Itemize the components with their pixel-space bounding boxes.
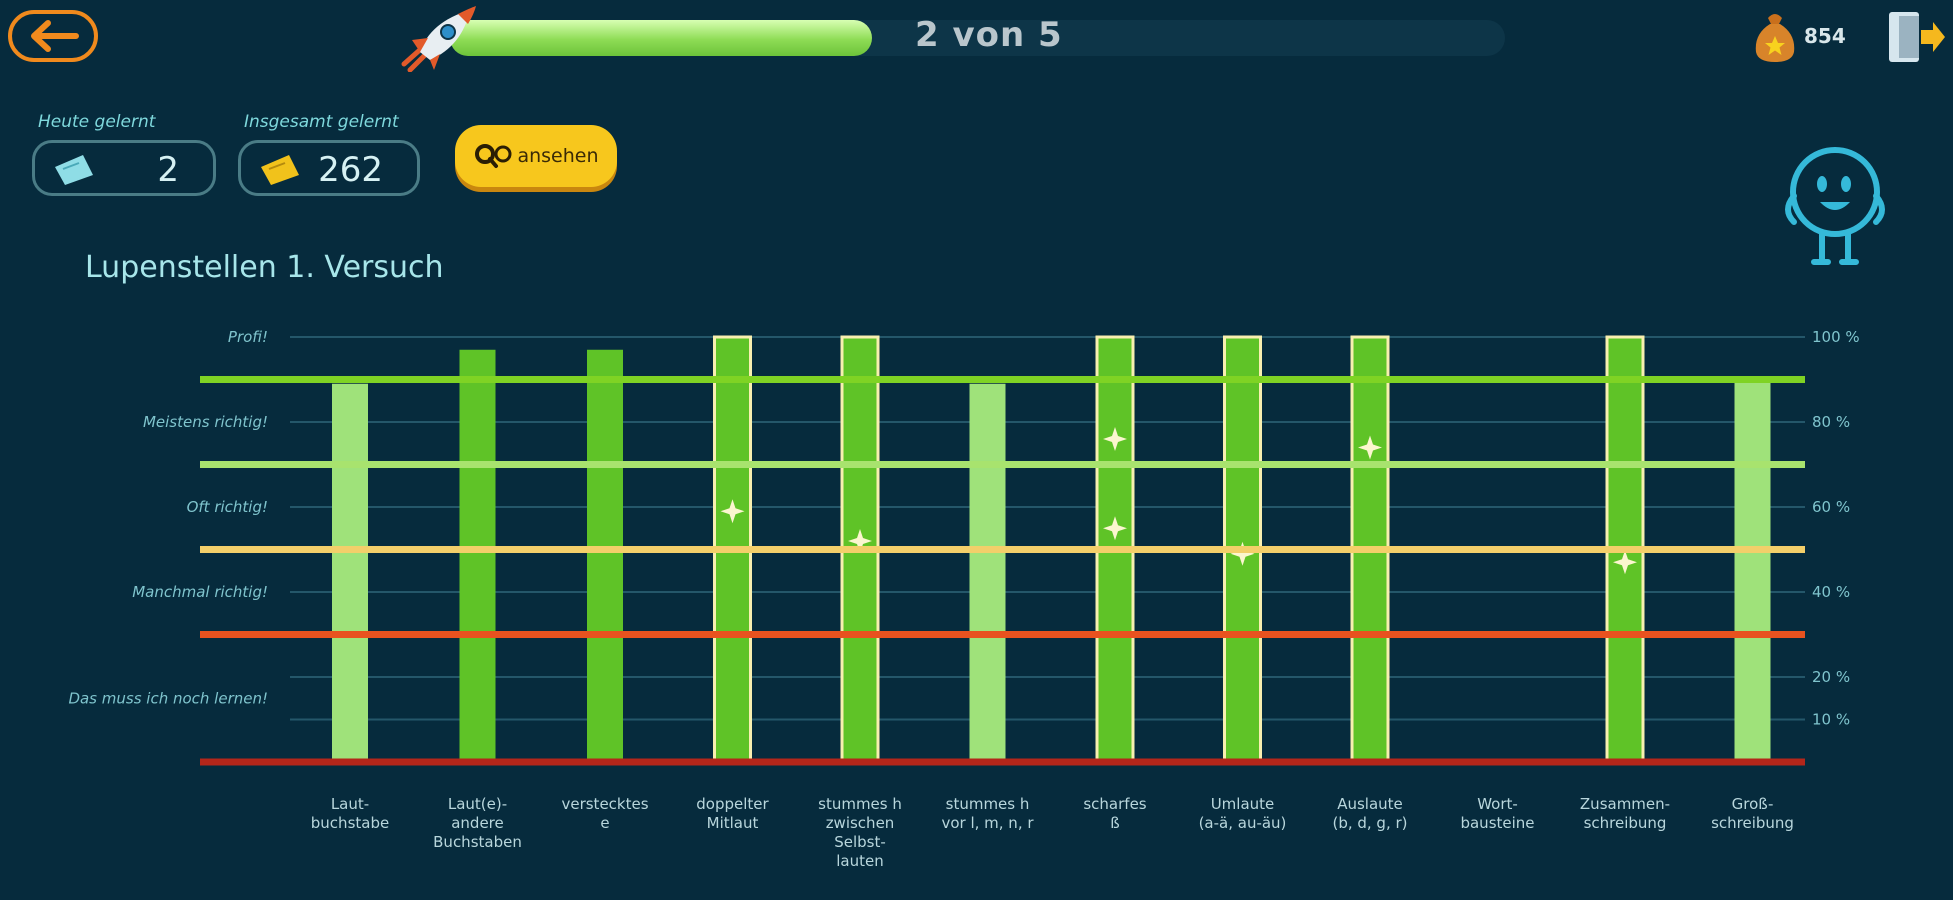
view-button-label: ansehen	[517, 145, 599, 167]
chart-bar	[969, 383, 1006, 762]
x-axis-label: stummes h vor l, m, n, r	[941, 795, 1034, 832]
progress-fill	[450, 20, 872, 56]
money-bag-icon	[1755, 14, 1795, 62]
x-axis-label: doppelter Mitlaut	[696, 795, 769, 832]
mascot-icon	[1780, 140, 1890, 274]
arrow-left-icon	[31, 20, 79, 52]
y-axis-tick-label: 60 %	[1812, 498, 1850, 516]
magnifier-icon	[475, 144, 512, 168]
x-axis-label: Auslaute (b, d, g, r)	[1332, 795, 1408, 832]
chart-bar	[332, 383, 368, 762]
x-axis-label: verstecktes e	[561, 795, 649, 832]
total-learned-box: 262	[238, 140, 420, 196]
back-button[interactable]	[8, 10, 98, 62]
x-axis-label: Wort- bausteine	[1460, 795, 1535, 832]
coin-counter: 854	[1752, 8, 1846, 64]
y-axis-tick-label: 40 %	[1812, 583, 1850, 601]
sparkle-icon	[1230, 541, 1255, 566]
x-axis-label: Groß- schreibung	[1711, 795, 1794, 832]
sparkle-icon	[1103, 516, 1127, 541]
chart-bar	[1734, 379, 1771, 762]
ticket-icon	[261, 155, 299, 185]
x-axis-label: Laut(e)- andere Buchstaben	[433, 795, 522, 851]
lesson-progress: 2 von 5	[400, 6, 1520, 73]
progress-text: 2 von 5	[915, 15, 1063, 55]
today-learned-box: 2	[32, 140, 216, 196]
today-learned-value: 2	[157, 150, 179, 190]
y-axis-label: Oft richtig!	[187, 498, 268, 516]
chart-title: Lupenstellen 1. Versuch	[85, 250, 444, 285]
y-axis-tick-label: 100 %	[1812, 328, 1860, 346]
sparkle-icon	[720, 499, 745, 524]
total-learned-value: 262	[318, 150, 383, 190]
sparkle-icon	[848, 529, 872, 553]
y-axis-tick-label: 10 %	[1812, 711, 1850, 729]
sparkle-icon	[1613, 550, 1637, 575]
x-axis-label: Zusammen- schreibung	[1579, 795, 1671, 832]
total-learned-label: Insgesamt gelernt	[244, 112, 399, 132]
exit-button[interactable]	[1885, 8, 1947, 70]
results-chart: Profi! Meistens richtig! Oft richtig! Manch…	[68, 328, 1860, 766]
rocket-icon	[400, 2, 490, 76]
y-axis-label: Profi!	[228, 328, 268, 346]
coin-count: 854	[1804, 24, 1846, 48]
y-axis-label: Manchmal richtig!	[132, 583, 268, 601]
ticket-icon	[55, 155, 93, 185]
progress-track	[450, 20, 1505, 56]
today-learned-label: Heute gelernt	[38, 112, 156, 132]
exit-door-icon	[1889, 12, 1945, 62]
x-axis-label: Umlaute (a-ä, au-äu)	[1198, 795, 1287, 832]
view-button[interactable]: ansehen	[455, 125, 617, 187]
x-axis-label: scharfes ß	[1083, 795, 1147, 832]
y-axis-tick-label: 20 %	[1812, 668, 1850, 686]
y-axis-label: Meistens richtig!	[143, 413, 268, 431]
sparkle-icon	[1358, 435, 1382, 460]
y-axis-tick-label: 80 %	[1812, 413, 1850, 431]
chart-bar	[459, 349, 496, 762]
x-axis-label: stummes h zwischen Selbst- lauten	[818, 795, 902, 870]
chart-bar	[587, 349, 623, 762]
x-axis-label: Laut- buchstabe	[310, 795, 390, 832]
y-axis-label: Das muss ich noch lernen!	[68, 689, 268, 707]
sparkle-icon	[1103, 427, 1127, 451]
